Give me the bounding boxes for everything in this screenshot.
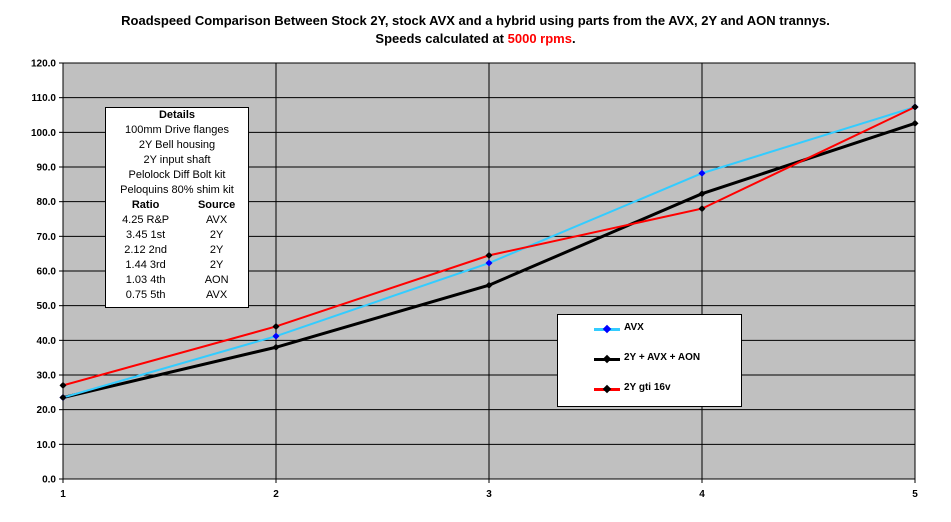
legend-label: 2Y gti 16v <box>624 382 671 393</box>
title-speed-prefix: Speeds calculated at <box>375 31 508 46</box>
data-point <box>698 205 706 213</box>
y-tick-label: 100.0 <box>31 128 56 139</box>
ratio-cell: 1.03 4th <box>125 274 166 286</box>
legend-swatch-hybrid <box>594 354 620 364</box>
y-axis-tick-labels: 0.0 10.0 20.0 30.0 40.0 50.0 60.0 70.0 80.0 90.0 1… <box>31 59 56 486</box>
x-axis-tick-labels: 1 2 3 4 5 <box>60 489 918 500</box>
source-cell: AON <box>204 274 229 286</box>
source-cell: AVX <box>206 289 228 301</box>
y-tick-label: 0.0 <box>42 475 56 486</box>
ratio-cell: 0.75 5th <box>125 289 166 301</box>
ratio-cell: 3.45 1st <box>126 229 166 241</box>
legend-marker-icon <box>602 384 612 394</box>
y-tick-label: 110.0 <box>32 93 57 104</box>
data-point <box>485 259 493 267</box>
x-tick-label: 2 <box>273 489 279 500</box>
x-tick-label: 4 <box>699 489 705 500</box>
details-line: Pelolock Diff Bolt kit <box>128 169 226 181</box>
y-tick-label: 40.0 <box>37 336 57 347</box>
y-tick-label: 50.0 <box>37 301 57 312</box>
data-point <box>59 394 67 402</box>
legend-marker-icon <box>602 354 612 364</box>
table-row: 4.25 R&P AVX <box>106 213 248 228</box>
details-box: Details 100mm Drive flanges 2Y Bell hous… <box>105 107 249 308</box>
y-tick-label: 30.0 <box>37 371 57 382</box>
chart-title-line2: Speeds calculated at 5000 rpms. <box>0 31 951 46</box>
legend: AVX 2Y + AVX + AON 2Y gti 16v <box>557 314 742 407</box>
data-point <box>485 251 493 259</box>
table-row: 0.75 5th AVX <box>106 288 248 303</box>
data-point <box>272 343 280 351</box>
table-row: 2.12 2nd 2Y <box>106 243 248 258</box>
source-cell: 2Y <box>209 244 224 256</box>
details-heading: Details <box>158 109 196 121</box>
data-point <box>485 281 493 289</box>
ratio-cell: 1.44 3rd <box>125 259 166 271</box>
legend-label: 2Y + AVX + AON <box>624 352 701 363</box>
data-point <box>698 190 706 198</box>
source-cell: 2Y <box>209 229 224 241</box>
data-point <box>911 119 919 127</box>
ratio-table: Ratio Source 4.25 R&P AVX 3.45 1st 2Y 2.12… <box>106 198 248 303</box>
data-point <box>911 103 919 111</box>
table-row: 1.03 4th AON <box>106 273 248 288</box>
chart-title-line1: Roadspeed Comparison Between Stock 2Y, s… <box>121 13 830 28</box>
data-point <box>272 322 280 330</box>
source-header: Source <box>197 199 236 211</box>
y-tick-label: 70.0 <box>37 232 57 243</box>
data-point <box>59 381 67 389</box>
y-tick-label: 60.0 <box>37 267 57 278</box>
ratio-header: Ratio <box>131 199 160 211</box>
legend-marker-icon <box>602 324 612 334</box>
details-line: 2Y Bell housing <box>138 139 216 151</box>
x-tick-label: 5 <box>912 489 918 500</box>
title-rpm-value: 5000 rpms <box>507 31 572 46</box>
table-row: 1.44 3rd 2Y <box>106 258 248 273</box>
legend-swatch-avx <box>594 324 620 334</box>
details-line: 100mm Drive flanges <box>125 124 229 136</box>
source-cell: AVX <box>206 214 228 226</box>
details-line: Peloquins 80% shim kit <box>120 184 234 196</box>
series-markers <box>59 103 919 402</box>
details-line: 2Y input shaft <box>143 154 211 166</box>
y-tick-label: 20.0 <box>37 405 57 416</box>
ratio-cell: 2.12 2nd <box>124 244 168 256</box>
legend-swatch-gti <box>594 384 620 394</box>
legend-label: AVX <box>624 322 644 333</box>
y-tick-label: 80.0 <box>37 197 57 208</box>
y-tick-label: 120.0 <box>31 59 56 70</box>
title-speed-suffix: . <box>571 31 576 46</box>
source-cell: 2Y <box>209 259 224 271</box>
x-tick-label: 3 <box>486 489 492 500</box>
y-tick-label: 10.0 <box>37 440 57 451</box>
x-tick-label: 1 <box>60 489 66 500</box>
table-row: 3.45 1st 2Y <box>106 228 248 243</box>
data-point <box>272 332 280 340</box>
y-tick-label: 90.0 <box>37 163 57 174</box>
data-point <box>698 169 706 177</box>
ratio-cell: 4.25 R&P <box>122 214 170 226</box>
